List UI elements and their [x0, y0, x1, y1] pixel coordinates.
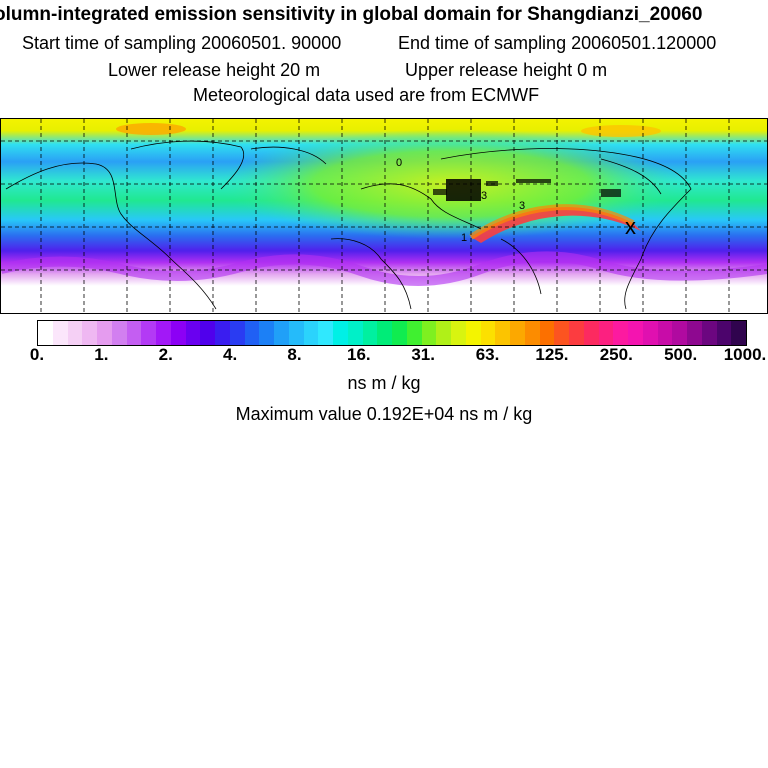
colorbar-swatch [406, 321, 422, 345]
colorbar-swatch [583, 321, 599, 345]
colorbar-swatch [318, 321, 333, 345]
colorbar-swatch [97, 321, 112, 345]
colorbar-tick-label: 125. [535, 345, 569, 364]
colorbar-swatch [215, 321, 230, 345]
colorbar-swatch [539, 321, 555, 345]
colorbar-swatch [229, 321, 245, 345]
station-dots [433, 179, 621, 201]
colorbar-tick-label: 31. [411, 345, 435, 364]
colorbar-swatch [628, 321, 643, 345]
colorbar-swatch [510, 321, 525, 345]
colorbar-swatch [495, 321, 510, 345]
lower-height-label: Lower release height 20 m [108, 60, 321, 80]
start-time-label: Start time of sampling 20060501. 90000 [22, 33, 342, 53]
colorbar-tick-label: 16. [346, 345, 371, 364]
colorbar-swatch [613, 321, 628, 345]
upper-height-label: Upper release height 0 m [405, 60, 608, 80]
colorbar-tick-label: 0. [29, 345, 45, 364]
contour-labels: 0 3 3 1 [396, 157, 525, 244]
transport-plume-edge [469, 204, 635, 240]
contour-label: 0 [396, 157, 402, 169]
colorbar-swatch [362, 321, 378, 345]
colorbar-swatch [111, 321, 127, 345]
map-title: olumn-integrated emission sensitivity in… [0, 4, 703, 25]
colorbar-swatch [480, 321, 496, 345]
colorbar-swatch [392, 321, 407, 345]
colorbar-swatch [657, 321, 673, 345]
met-data-label: Meteorological data used are from ECMWF [193, 85, 540, 105]
colorbar-swatch [716, 321, 732, 345]
colorbar-tick-label: 1000. [723, 345, 767, 364]
colorbar-swatch [642, 321, 658, 345]
colorbar-swatch [67, 321, 83, 345]
colorbar-tick-label: 8. [287, 345, 302, 364]
contour-label: 1 [461, 232, 467, 244]
colorbar-swatch [436, 321, 451, 345]
colorbar [37, 320, 747, 346]
colorbar-swatch [687, 321, 702, 345]
colorbar-tick-label: 1. [94, 345, 109, 364]
colorbar-swatch [347, 321, 363, 345]
colorbar-swatch [244, 321, 260, 345]
colorbar-swatch [465, 321, 481, 345]
colorbar-swatch [701, 321, 717, 345]
colorbar-tick-label: 250. [599, 345, 633, 364]
sensitivity-map: 0 3 3 1 x [0, 118, 768, 314]
colorbar-swatch [52, 321, 68, 345]
max-value-label: Maximum value 0.192E+04 ns m / kg [235, 404, 533, 424]
colorbar-tick-label: 4. [222, 345, 238, 364]
colorbar-swatch [598, 321, 614, 345]
colorbar-tick-label: 63. [475, 345, 500, 364]
colorbar-swatch [200, 321, 215, 345]
colorbar-swatch [156, 321, 171, 345]
graticule [1, 119, 767, 313]
colorbar-swatch [274, 321, 289, 345]
colorbar-swatch [82, 321, 97, 345]
colorbar-units: ns m / kg [347, 373, 421, 393]
colorbar-swatch [259, 321, 274, 345]
colorbar-swatch [421, 321, 437, 345]
colorbar-swatch [303, 321, 319, 345]
southern-edge-band [1, 251, 767, 286]
colorbar-swatch [524, 321, 540, 345]
colorbar-swatch [451, 321, 466, 345]
colorbar-tick-label: 500. [664, 345, 698, 364]
colorbar-swatch [672, 321, 687, 345]
receptor-marker: x [625, 214, 636, 239]
colorbar-swatch [731, 321, 746, 345]
arctic-patch-east [581, 125, 661, 137]
colorbar-tick-label: 2. [158, 345, 173, 364]
end-time-label: End time of sampling 20060501.120000 [398, 33, 717, 53]
colorbar-swatch [38, 321, 53, 345]
colorbar-swatch [141, 321, 156, 345]
arctic-patch [116, 123, 186, 135]
colorbar-swatch [185, 321, 201, 345]
coastlines [5, 140, 692, 310]
map-canvas: 0 3 3 1 x [1, 119, 767, 313]
colorbar-swatch [569, 321, 584, 345]
colorbar-swatch [333, 321, 348, 345]
colorbar-swatch [288, 321, 304, 345]
colorbar-swatch [126, 321, 142, 345]
colorbar-swatch [554, 321, 569, 345]
contour-label: 3 [481, 190, 487, 202]
colorbar-swatch [377, 321, 392, 345]
colorbar-swatch [170, 321, 186, 345]
contour-label: 3 [519, 200, 525, 212]
